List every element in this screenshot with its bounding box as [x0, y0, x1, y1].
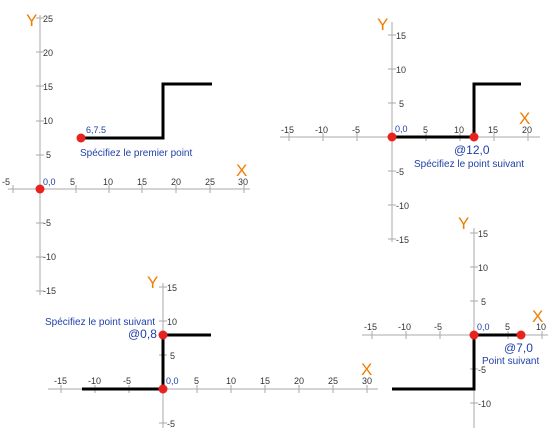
- y-tick: -10: [43, 252, 56, 262]
- command-prompt: Spécifiez le premier point: [80, 148, 192, 159]
- x-tick: 25: [205, 177, 215, 187]
- x-tick: 10: [226, 376, 236, 386]
- y-tick: -5: [43, 218, 51, 228]
- y-tick: -15: [396, 235, 409, 245]
- x-tick: 5: [423, 125, 428, 135]
- origin-label: 0,0: [166, 376, 179, 386]
- point-label: @0,8: [128, 327, 157, 341]
- x-tick: -10: [88, 376, 101, 386]
- y-tick: -5: [396, 167, 404, 177]
- x-tick: 15: [488, 125, 498, 135]
- panel-next-point-short: -15 -10 -5 5 10 15 10 5 -5 -10 X Y 0,0 @…: [362, 214, 548, 428]
- x-tick: -5: [434, 322, 442, 332]
- x-tick: 30: [362, 376, 372, 386]
- y-axis-name: Y: [377, 15, 388, 34]
- x-tick: 10: [103, 177, 113, 187]
- line-path: [81, 82, 212, 140]
- y-tick: -5: [167, 419, 175, 429]
- previous-point: [158, 384, 168, 394]
- x-tick: -15: [364, 322, 377, 332]
- y-tick: 5: [481, 297, 486, 307]
- x-tick: -5: [352, 125, 360, 135]
- y-tick: 15: [167, 283, 177, 293]
- point-label: 6,7.5: [86, 125, 106, 135]
- origin-label: 0,0: [477, 322, 490, 332]
- previous-point: [469, 330, 479, 340]
- start-point: [76, 133, 86, 143]
- x-tick: -10: [315, 125, 328, 135]
- x-tick: 5: [194, 376, 199, 386]
- y-tick: -10: [478, 399, 491, 409]
- x-axis-name: X: [361, 360, 372, 379]
- x-tick: 20: [294, 376, 304, 386]
- y-axis-name: Y: [147, 273, 158, 292]
- y-tick: 15: [478, 229, 488, 239]
- next-point: [516, 330, 526, 340]
- line-path: [82, 333, 211, 391]
- x-tick: 20: [522, 125, 532, 135]
- next-point: [158, 330, 168, 340]
- x-tick: 5: [505, 322, 510, 332]
- y-tick: 25: [43, 14, 53, 24]
- x-axis-name: X: [236, 161, 247, 180]
- x-tick: -15: [281, 125, 294, 135]
- y-tick: 5: [170, 351, 175, 361]
- x-tick: -15: [54, 376, 67, 386]
- y-tick: -15: [43, 286, 56, 296]
- y-tick: 20: [43, 48, 53, 58]
- x-axis-name: X: [519, 109, 530, 128]
- point-label: @12,0: [454, 143, 490, 157]
- y-tick: -10: [396, 201, 409, 211]
- x-tick: 15: [137, 177, 147, 187]
- command-prompt: Point suivant: [482, 356, 539, 367]
- y-tick: 5: [399, 99, 404, 109]
- y-tick: 10: [478, 263, 488, 273]
- x-tick: 10: [536, 322, 546, 332]
- command-prompt: Spécifiez le point suivant: [414, 159, 524, 170]
- x-tick: 10: [454, 125, 464, 135]
- line-path: [392, 333, 521, 391]
- line-path: [392, 82, 521, 139]
- panel-first-point: -5 5 10 15 20 25 30 25 20 15 10 5 -5 -10…: [2, 11, 250, 296]
- y-tick: -5: [478, 365, 486, 375]
- y-tick: 10: [167, 317, 177, 327]
- command-prompt: Spécifiez le point suivant: [45, 317, 155, 328]
- origin-point: [35, 184, 45, 194]
- y-tick: 10: [396, 65, 406, 75]
- y-tick: 15: [43, 82, 53, 92]
- x-tick: -5: [2, 177, 10, 187]
- y-axis-name: Y: [26, 11, 37, 30]
- y-axis-name: Y: [458, 214, 469, 233]
- origin-label: 0,0: [43, 177, 56, 187]
- y-tick: 5: [46, 150, 51, 160]
- x-tick: 20: [171, 177, 181, 187]
- point-label: @7,0: [504, 341, 533, 355]
- x-tick: -10: [398, 322, 411, 332]
- panel-next-point-horizontal: -15 -10 -5 5 10 15 20 15 10 5 -5 -10 -15…: [280, 15, 540, 245]
- x-tick: 25: [328, 376, 338, 386]
- panel-next-point-vertical: -15 -10 -5 5 10 15 20 25 30 15 10 5 -5 X…: [45, 273, 378, 429]
- x-axis-name: X: [532, 307, 543, 326]
- y-tick: 10: [43, 116, 53, 126]
- x-tick: 5: [70, 177, 75, 187]
- x-tick: 15: [260, 376, 270, 386]
- origin-label: 0,0: [395, 124, 408, 134]
- x-tick: -5: [123, 376, 131, 386]
- y-tick: 15: [396, 31, 406, 41]
- next-point: [469, 132, 479, 142]
- origin-point: [387, 132, 397, 142]
- x-tick: 30: [238, 177, 248, 187]
